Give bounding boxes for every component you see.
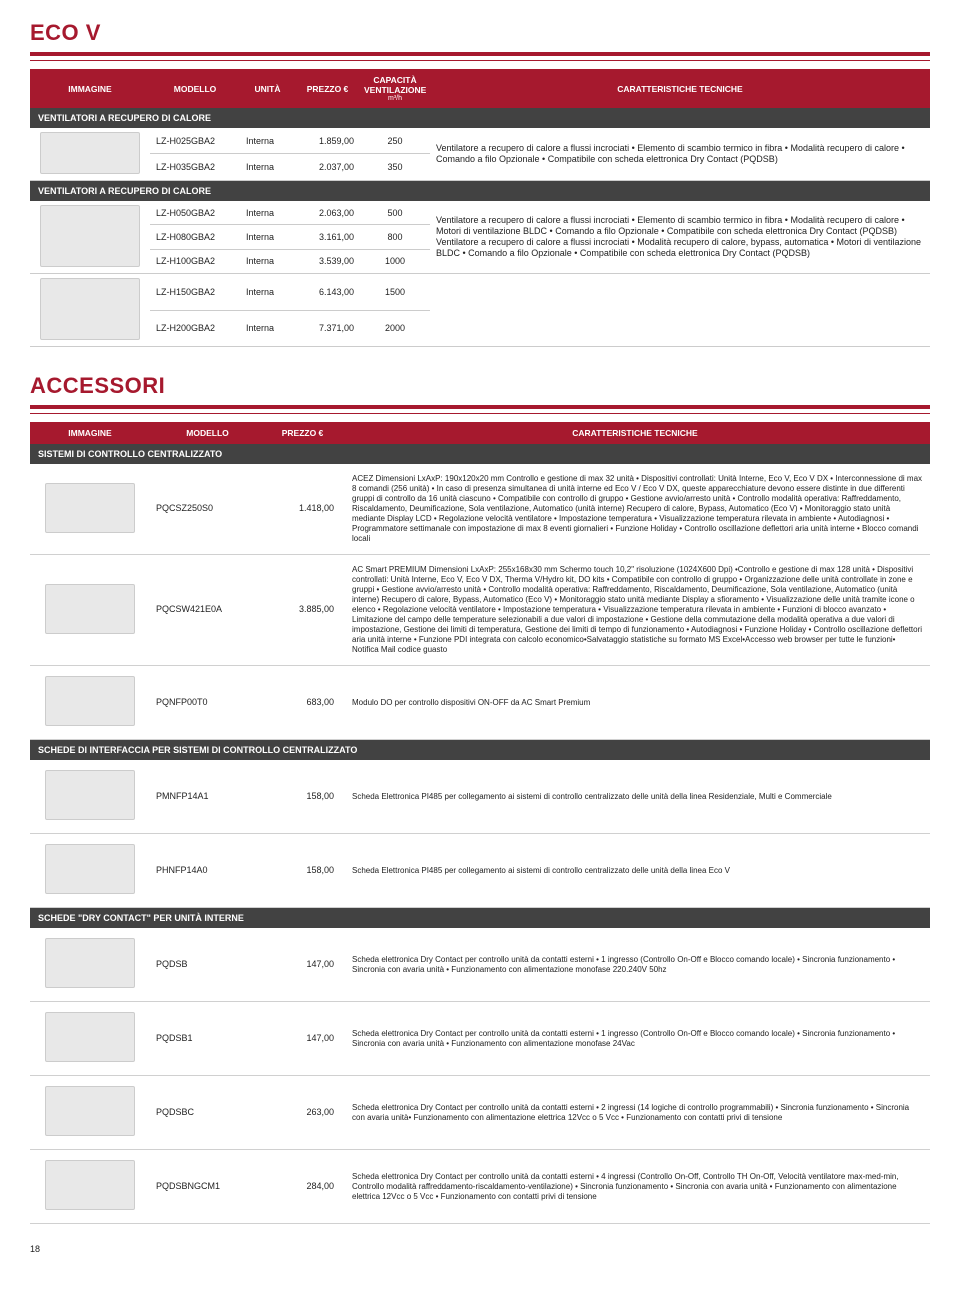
- price: 3.539,00: [295, 249, 360, 273]
- acc-price: 158,00: [265, 834, 340, 908]
- title-rule: [30, 52, 930, 56]
- acc-hdr-modello: MODELLO: [150, 422, 265, 444]
- acc-hdr-immagine: IMMAGINE: [30, 422, 150, 444]
- product-image: [30, 1002, 150, 1076]
- acc-model: PHNFP14A0: [150, 834, 265, 908]
- acc-price: 3.885,00: [265, 555, 340, 666]
- acc-price: 263,00: [265, 1076, 340, 1150]
- acc-model: PQCSW421E0A: [150, 555, 265, 666]
- product-image: [30, 760, 150, 834]
- acc-desc: Modulo DO per controllo dispositivi ON-O…: [340, 666, 930, 740]
- acc-model: PMNFP14A1: [150, 760, 265, 834]
- unit: Interna: [240, 201, 295, 225]
- unit: Interna: [240, 274, 295, 311]
- acc-price: 683,00: [265, 666, 340, 740]
- product-image: [30, 666, 150, 740]
- hdr-capacita-sub: m³/h: [364, 95, 426, 102]
- acc-desc: Scheda Elettronica PI485 per collegament…: [340, 760, 930, 834]
- product-image: [30, 201, 150, 274]
- acc-desc: AC Smart PREMIUM Dimensioni LxAxP: 255x1…: [340, 555, 930, 666]
- hdr-caratt: CARATTERISTICHE TECNICHE: [430, 69, 930, 108]
- acc-model: PQDSB: [150, 928, 265, 1002]
- product-image: [30, 555, 150, 666]
- price: 1.859,00: [295, 128, 360, 154]
- acc-model: PQDSBNGCM1: [150, 1150, 265, 1224]
- product-image: [30, 834, 150, 908]
- acc-desc: Scheda elettronica Dry Contact per contr…: [340, 1076, 930, 1150]
- ecov-section2-label: VENTILATORI A RECUPERO DI CALORE: [30, 181, 930, 202]
- accessori-title: ACCESSORI: [30, 373, 930, 399]
- ecov-section1-label: VENTILATORI A RECUPERO DI CALORE: [30, 108, 930, 128]
- acc-desc: Scheda elettronica Dry Contact per contr…: [340, 928, 930, 1002]
- acc-model: PQDSB1: [150, 1002, 265, 1076]
- title-rule-thin: [30, 413, 930, 414]
- cap: 500: [360, 201, 430, 225]
- product-image: [30, 274, 150, 347]
- unit: Interna: [240, 310, 295, 347]
- product-image: [30, 464, 150, 555]
- acc-model: PQNFP00T0: [150, 666, 265, 740]
- acc-section-label: SCHEDE "DRY CONTACT" PER UNITÀ INTERNE: [30, 908, 930, 929]
- model: LZ-H035GBA2: [150, 154, 240, 181]
- ecov-title: ECO V: [30, 20, 930, 46]
- acc-price: 147,00: [265, 928, 340, 1002]
- cap: 2000: [360, 310, 430, 347]
- desc-blank: [430, 274, 930, 347]
- price: 2.037,00: [295, 154, 360, 181]
- hdr-prezzo: PREZZO €: [295, 69, 360, 108]
- hdr-modello: MODELLO: [150, 69, 240, 108]
- unit: Interna: [240, 154, 295, 181]
- acc-desc: Scheda elettronica Dry Contact per contr…: [340, 1150, 930, 1224]
- model: LZ-H100GBA2: [150, 249, 240, 273]
- product-image: [30, 128, 150, 181]
- cap: 800: [360, 225, 430, 249]
- hdr-unita: UNITÀ: [240, 69, 295, 108]
- acc-desc: Scheda Elettronica PI485 per collegament…: [340, 834, 930, 908]
- price: 3.161,00: [295, 225, 360, 249]
- product-image: [30, 1150, 150, 1224]
- acc-desc: Scheda elettronica Dry Contact per contr…: [340, 1002, 930, 1076]
- model: LZ-H080GBA2: [150, 225, 240, 249]
- model: LZ-H150GBA2: [150, 274, 240, 311]
- price: 2.063,00: [295, 201, 360, 225]
- accessori-table: IMMAGINE MODELLO PREZZO € CARATTERISTICH…: [30, 422, 930, 1224]
- product-image: [30, 928, 150, 1002]
- title-rule-thin: [30, 60, 930, 61]
- page-number: 18: [30, 1244, 930, 1254]
- desc: Ventilatore a recupero di calore a fluss…: [430, 201, 930, 274]
- acc-price: 158,00: [265, 760, 340, 834]
- title-rule: [30, 405, 930, 409]
- product-image: [30, 1076, 150, 1150]
- hdr-capacita-text: CAPACITÀ VENTILAZIONE: [364, 75, 426, 95]
- acc-model: PQCSZ250S0: [150, 464, 265, 555]
- acc-price: 284,00: [265, 1150, 340, 1224]
- unit: Interna: [240, 249, 295, 273]
- acc-model: PQDSBC: [150, 1076, 265, 1150]
- cap: 250: [360, 128, 430, 154]
- hdr-immagine: IMMAGINE: [30, 69, 150, 108]
- model: LZ-H050GBA2: [150, 201, 240, 225]
- price: 6.143,00: [295, 274, 360, 311]
- cap: 1000: [360, 249, 430, 273]
- acc-hdr-caratt: CARATTERISTICHE TECNICHE: [340, 422, 930, 444]
- hdr-capacita: CAPACITÀ VENTILAZIONE m³/h: [360, 69, 430, 108]
- unit: Interna: [240, 225, 295, 249]
- cap: 350: [360, 154, 430, 181]
- acc-section-label: SCHEDE DI INTERFACCIA PER SISTEMI DI CON…: [30, 740, 930, 761]
- acc-desc: ACEZ Dimensioni LxAxP: 190x120x20 mm Con…: [340, 464, 930, 555]
- cap: 1500: [360, 274, 430, 311]
- acc-price: 147,00: [265, 1002, 340, 1076]
- ecov-table: IMMAGINE MODELLO UNITÀ PREZZO € CAPACITÀ…: [30, 69, 930, 347]
- desc: Ventilatore a recupero di calore a fluss…: [430, 128, 930, 181]
- acc-price: 1.418,00: [265, 464, 340, 555]
- acc-section-label: SISTEMI DI CONTROLLO CENTRALIZZATO: [30, 444, 930, 464]
- unit: Interna: [240, 128, 295, 154]
- model: LZ-H200GBA2: [150, 310, 240, 347]
- acc-hdr-prezzo: PREZZO €: [265, 422, 340, 444]
- price: 7.371,00: [295, 310, 360, 347]
- model: LZ-H025GBA2: [150, 128, 240, 154]
